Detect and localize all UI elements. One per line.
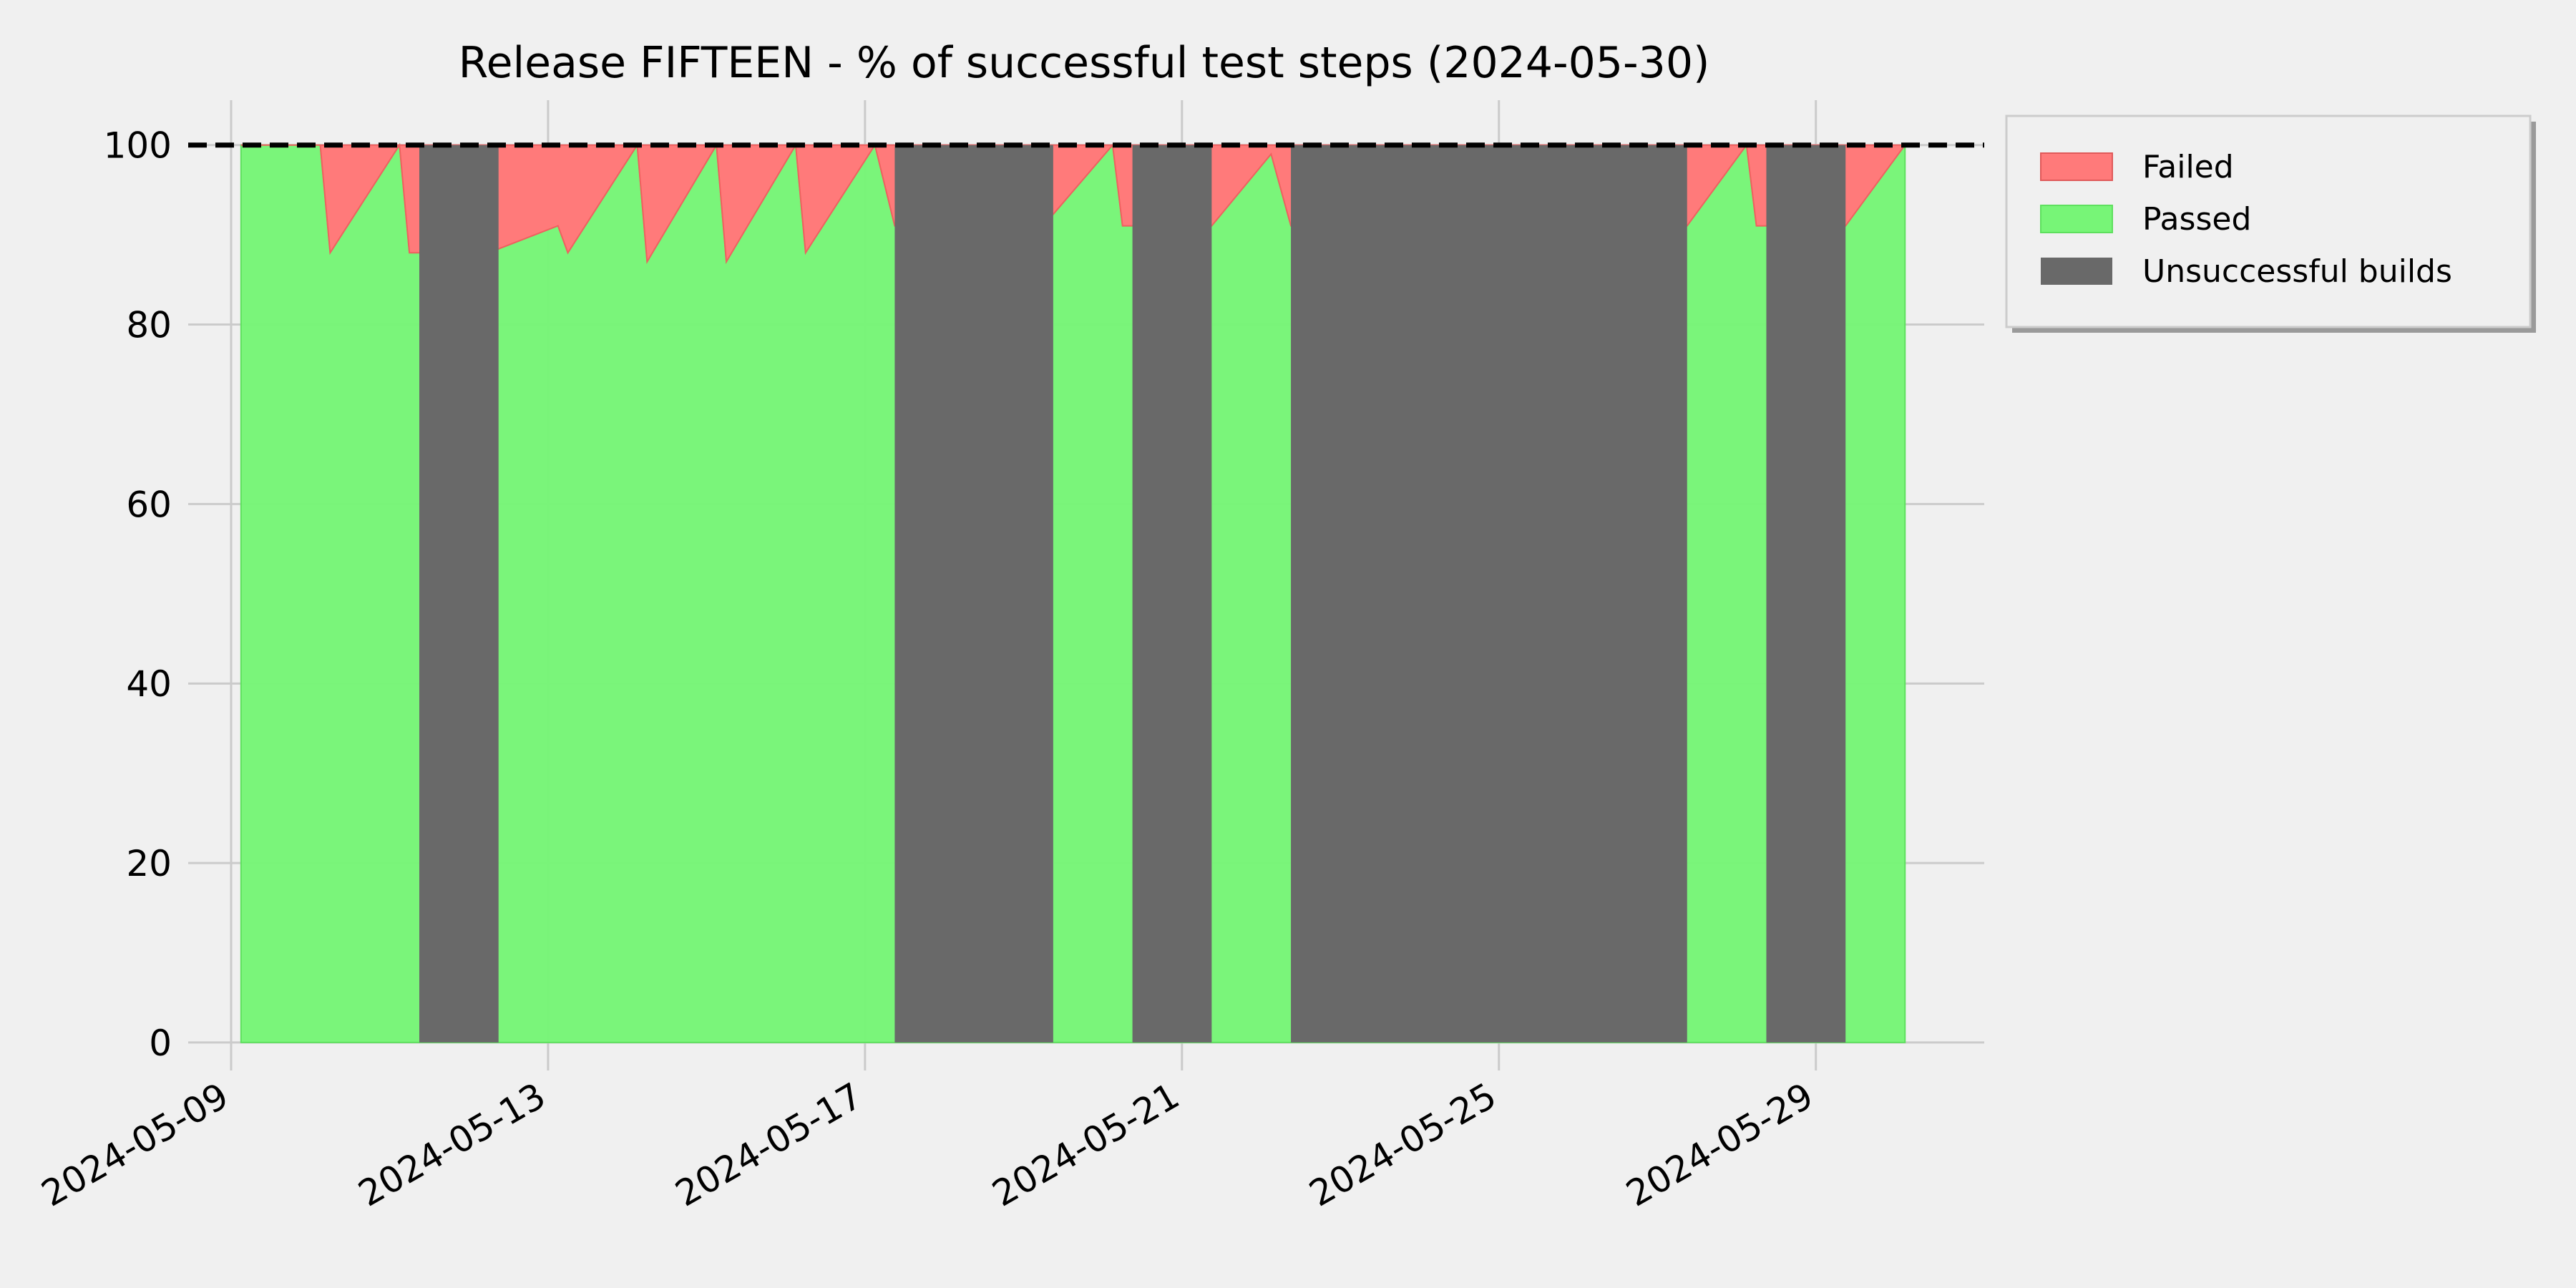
y-tick-label: 60 xyxy=(126,484,172,525)
legend-swatch-unsuccessful-builds xyxy=(2041,258,2112,285)
legend-label-passed: Passed xyxy=(2142,201,2251,238)
y-tick-label: 40 xyxy=(126,663,172,705)
y-tick-label: 100 xyxy=(104,125,172,167)
unsuccessful-builds-layer xyxy=(419,145,1846,1043)
unsuccessful-build-bar xyxy=(419,145,499,1043)
y-tick-label: 20 xyxy=(126,843,172,884)
legend-label-unsuccessful-builds: Unsuccessful builds xyxy=(2142,253,2452,290)
chart-title: Release FIFTEEN - % of successful test s… xyxy=(459,38,1710,88)
unsuccessful-build-bar xyxy=(1291,145,1687,1043)
unsuccessful-build-bar xyxy=(1766,145,1846,1043)
legend-swatch-failed xyxy=(2040,152,2113,181)
y-tick-label: 0 xyxy=(149,1023,172,1064)
legend: Failed Passed Unsuccessful builds xyxy=(2005,114,2536,333)
unsuccessful-build-bar xyxy=(894,145,1053,1043)
legend-label-failed: Failed xyxy=(2142,149,2234,185)
unsuccessful-build-bar xyxy=(1132,145,1212,1043)
legend-swatch-passed xyxy=(2040,205,2113,233)
y-tick-label: 80 xyxy=(126,305,172,346)
y-axis: 0 20 40 60 80 100 xyxy=(104,125,172,1064)
